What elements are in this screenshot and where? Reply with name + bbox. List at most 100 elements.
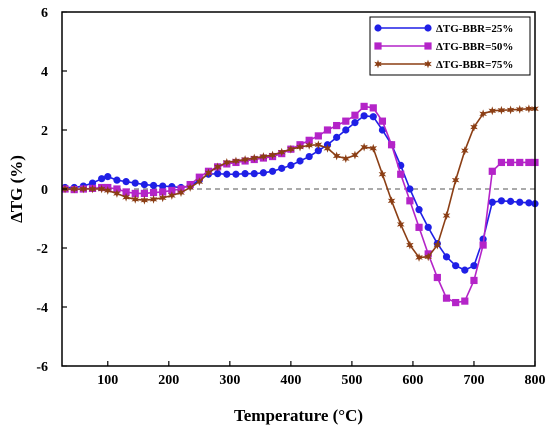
- data-point-star: [232, 156, 240, 166]
- data-point-circle: [488, 198, 496, 206]
- data-point-square: [113, 185, 121, 193]
- data-point-star: [222, 158, 231, 167]
- data-point-star: [186, 183, 194, 192]
- data-point-circle: [122, 178, 130, 186]
- data-point-circle: [415, 206, 423, 214]
- data-point-square: [461, 297, 469, 305]
- data-point-star: [406, 240, 414, 250]
- data-point-star: [323, 143, 332, 153]
- x-tick-label: 400: [280, 373, 301, 388]
- data-point-square: [479, 241, 487, 249]
- data-point-star: [259, 152, 268, 161]
- data-point-circle: [140, 180, 148, 189]
- data-point-circle: [259, 169, 268, 177]
- data-point-circle: [452, 262, 460, 270]
- data-point-star: [506, 105, 515, 115]
- data-point-circle: [149, 181, 158, 190]
- data-point-star: [497, 105, 506, 115]
- data-point-square: [387, 141, 396, 149]
- data-point-square: [415, 223, 423, 231]
- data-point-star: [424, 252, 432, 262]
- data-point-circle: [104, 173, 112, 181]
- data-point-star: [305, 140, 313, 150]
- data-point-square: [525, 158, 533, 167]
- data-point-circle: [342, 126, 350, 134]
- data-point-star: [341, 154, 350, 164]
- data-point-circle: [223, 170, 231, 178]
- data-point-circle: [378, 126, 387, 134]
- y-tick-label: -2: [36, 242, 48, 257]
- y-tick-label: 6: [41, 6, 48, 21]
- x-tick-label: 300: [219, 373, 240, 388]
- data-point-circle: [442, 253, 451, 261]
- series-layer: [61, 102, 539, 307]
- data-point-square: [360, 102, 368, 110]
- legend: ΔTG-BBR=25% ΔTG-BBR=50% ΔTG-BBR=75%: [369, 16, 531, 76]
- data-point-star: [88, 184, 97, 194]
- data-point-square: [122, 188, 130, 196]
- x-axis-title: Temperature (°C): [234, 406, 363, 425]
- data-point-star: [515, 104, 524, 114]
- data-point-square: [314, 132, 322, 140]
- data-point-star: [332, 151, 341, 161]
- data-point-square: [470, 276, 478, 285]
- legend-items: ΔTG-BBR=25% ΔTG-BBR=50% ΔTG-BBR=75%: [374, 23, 513, 71]
- data-point-circle: [516, 198, 524, 206]
- y-tick-label: 4: [41, 65, 48, 80]
- data-point-star: [351, 150, 359, 160]
- data-point-square: [323, 126, 332, 134]
- data-point-circle: [159, 182, 167, 190]
- legend-label: ΔTG-BBR=50%: [436, 41, 513, 53]
- x-tick-label: 200: [158, 373, 179, 388]
- y-tick-label: -4: [36, 301, 48, 316]
- data-point-star: [122, 192, 130, 202]
- data-point-circle: [369, 113, 377, 121]
- data-point-star: [268, 150, 277, 160]
- x-tick-label: 100: [97, 373, 118, 388]
- data-point-square: [159, 188, 167, 196]
- data-point-star: [461, 146, 469, 156]
- data-point-circle: [250, 170, 258, 178]
- data-point-star: [369, 143, 378, 153]
- data-point-circle: [241, 170, 249, 178]
- data-point-circle: [314, 147, 322, 155]
- data-point-circle: [351, 119, 359, 127]
- data-point-square: [149, 188, 158, 197]
- legend-entry: ΔTG-BBR=25%: [374, 23, 513, 35]
- legend-marker: [374, 42, 382, 50]
- data-point-square: [497, 158, 506, 167]
- data-point-star: [213, 162, 222, 172]
- legend-entry: ΔTG-BBR=50%: [374, 41, 513, 53]
- data-point-star: [296, 142, 304, 152]
- data-point-circle: [232, 170, 240, 178]
- y-axis-title: ΔTG (%): [7, 155, 26, 223]
- data-point-star: [396, 220, 405, 229]
- data-point-circle: [305, 152, 313, 161]
- data-point-circle: [406, 185, 414, 193]
- data-point-square: [378, 117, 387, 125]
- x-tick-label: 800: [525, 373, 546, 388]
- x-tick-label: 500: [341, 373, 362, 388]
- data-point-star: [360, 142, 368, 152]
- data-point-star: [70, 184, 79, 194]
- data-point-star: [415, 253, 423, 262]
- data-point-square: [452, 298, 460, 307]
- data-point-square: [406, 197, 414, 205]
- data-point-star: [79, 184, 88, 194]
- data-point-star: [140, 195, 149, 205]
- legend-label: ΔTG-BBR=75%: [436, 59, 513, 71]
- data-point-star: [250, 153, 259, 163]
- data-point-circle: [525, 199, 533, 207]
- data-point-square: [516, 158, 524, 167]
- data-point-circle: [268, 167, 277, 175]
- data-point-star: [277, 147, 286, 157]
- data-point-star: [113, 189, 121, 198]
- legend-marker: [424, 59, 432, 69]
- data-point-star: [97, 184, 106, 194]
- data-point-star: [451, 175, 460, 185]
- data-point-star: [314, 140, 323, 150]
- data-point-square: [168, 186, 176, 195]
- data-point-circle: [424, 223, 432, 231]
- data-point-circle: [461, 266, 469, 274]
- x-tick-label: 600: [402, 373, 423, 388]
